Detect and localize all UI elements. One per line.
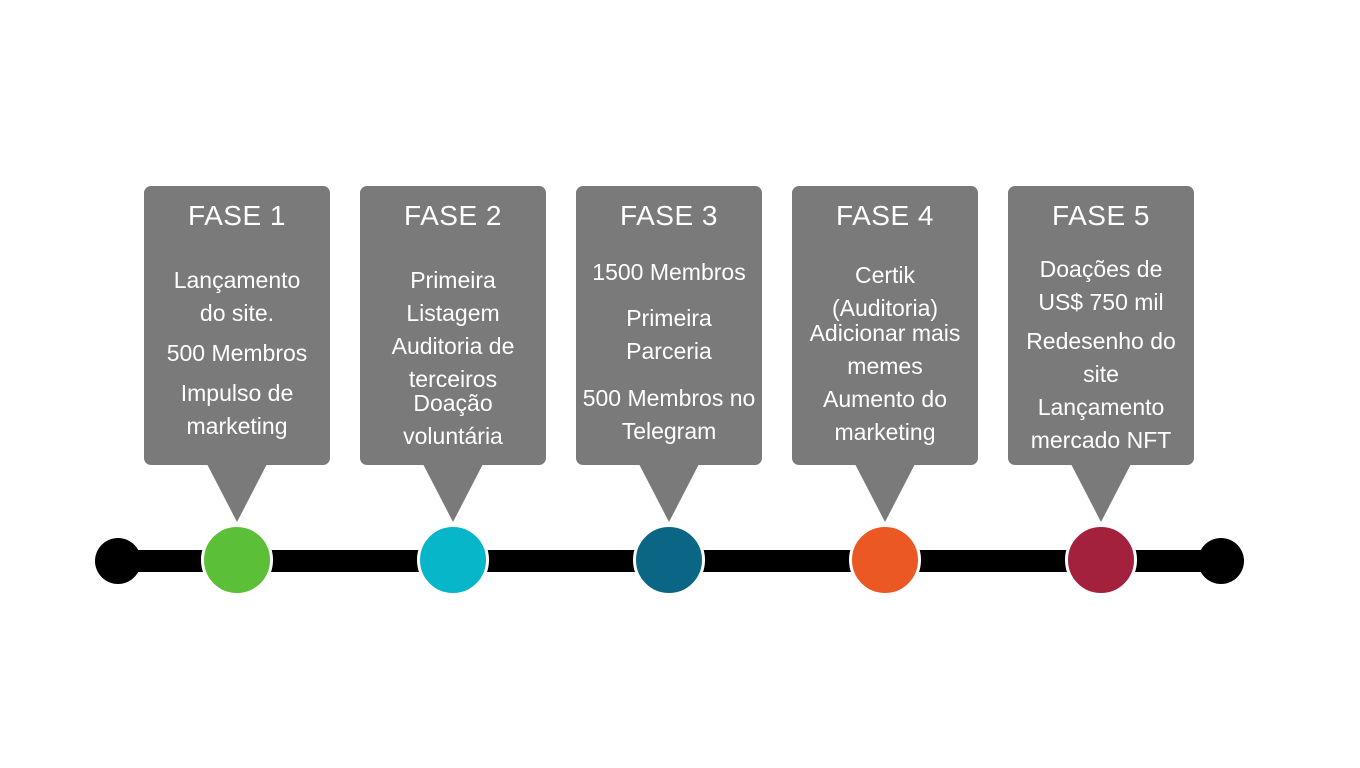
phase-item: mercado NFT: [1030, 427, 1172, 453]
phase-item: marketing: [186, 413, 288, 439]
callout-pointer: [639, 464, 699, 522]
phase-item: Impulso de: [180, 380, 294, 406]
timeline-end-dot: [1198, 538, 1244, 584]
phase-items: Lançamento do site. 500 Membros Impulso …: [150, 264, 324, 443]
phase-3: FASE 3 1500 Membros Primeira Parceria 50…: [576, 186, 762, 522]
phase-card: FASE 5 Doações de US$ 750 mil Redesenho …: [1008, 186, 1194, 465]
phase-1-node: [201, 524, 273, 596]
callout-pointer: [423, 464, 483, 522]
phase-item: Redesenho do: [1026, 328, 1176, 354]
phase-title: FASE 1: [188, 200, 286, 231]
phase-card: FASE 2 Primeira Listagem Auditoria de te…: [360, 186, 546, 465]
callout-pointer: [207, 464, 267, 522]
phase-title: FASE 2: [404, 200, 502, 231]
phase-item: do site.: [199, 300, 275, 326]
phase-items: Certik (Auditoria) Adicionar mais memes …: [798, 259, 972, 449]
phase-title: FASE 3: [620, 200, 718, 231]
callout-pointer: [855, 464, 915, 522]
phase-item: Primeira Parceria: [626, 305, 712, 364]
phase-item: marketing: [834, 419, 936, 445]
phase-card: FASE 1 Lançamento do site. 500 Membros I…: [144, 186, 330, 465]
phase-item: 1500 Membros: [592, 259, 746, 285]
phase-2-node: [417, 524, 489, 596]
phase-item: Lançamento: [1037, 394, 1165, 420]
phase-item: Lançamento: [173, 267, 301, 293]
phase-card: FASE 4 Certik (Auditoria) Adicionar mais…: [792, 186, 978, 465]
phase-3-node: [633, 524, 705, 596]
phase-item: terceiros: [408, 366, 498, 392]
phase-item: 500 Membros no: [582, 385, 756, 411]
phase-items: Primeira Listagem Auditoria de terceiros…: [366, 264, 540, 453]
phase-item: Telegram: [621, 418, 717, 444]
phase-items: 1500 Membros Primeira Parceria 500 Membr…: [582, 256, 756, 448]
phase-item: US$ 750 mil: [1038, 289, 1164, 315]
phase-item: site: [1083, 361, 1119, 387]
phase-item: memes: [847, 353, 923, 379]
phase-items: Doações de US$ 750 mil Redesenho do site…: [1014, 253, 1188, 457]
phase-2: FASE 2 Primeira Listagem Auditoria de te…: [360, 186, 546, 522]
phase-item: Primeira: [410, 267, 496, 293]
phase-item: Doação: [413, 390, 493, 416]
timeline-start-dot: [95, 538, 141, 584]
phase-5-node: [1065, 524, 1137, 596]
phase-item: Adicionar mais: [809, 320, 961, 346]
phase-title: FASE 5: [1052, 200, 1150, 231]
phase-4: FASE 4 Certik (Auditoria) Adicionar mais…: [792, 186, 978, 522]
phase-5: FASE 5 Doações de US$ 750 mil Redesenho …: [1008, 186, 1194, 522]
phase-4-node: [849, 524, 921, 596]
phase-item: Aumento do: [822, 386, 948, 412]
phase-item: Certik: [854, 262, 916, 288]
phase-item: Auditoria de: [391, 333, 515, 359]
callout-pointer: [1071, 464, 1131, 522]
phase-item: (Auditoria): [831, 295, 939, 321]
phase-item: Listagem: [406, 300, 500, 326]
phase-card: FASE 3 1500 Membros Primeira Parceria 50…: [576, 186, 762, 465]
phase-1: FASE 1 Lançamento do site. 500 Membros I…: [144, 186, 330, 522]
phase-item: Doações de: [1039, 256, 1163, 282]
phase-item: 500 Membros: [166, 340, 308, 366]
phase-item: voluntária: [403, 423, 503, 449]
phase-title: FASE 4: [836, 200, 934, 231]
